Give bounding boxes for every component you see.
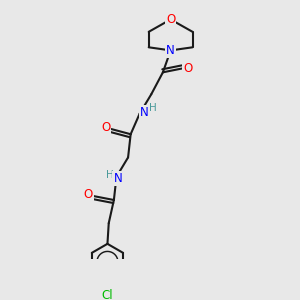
Text: O: O [183,62,193,75]
Text: N: N [113,172,122,184]
Text: H: H [149,103,157,113]
Text: N: N [140,106,149,119]
Text: O: O [83,188,93,201]
Text: Cl: Cl [102,290,113,300]
Text: H: H [106,170,113,180]
Text: N: N [166,44,175,57]
Text: O: O [101,121,110,134]
Text: O: O [166,13,175,26]
